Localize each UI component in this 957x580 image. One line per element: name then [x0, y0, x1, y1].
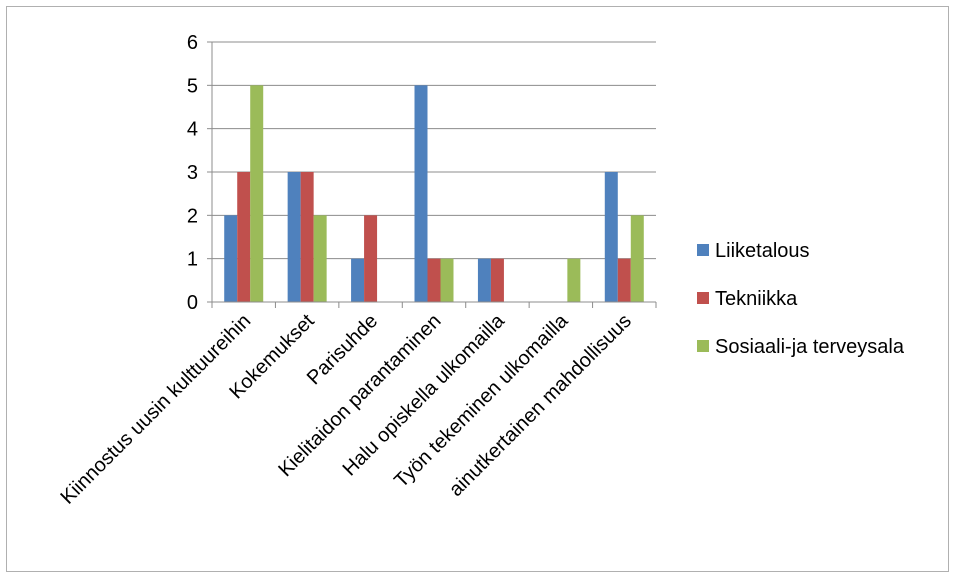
bar-3-4: [440, 258, 454, 302]
legend-label-2: Tekniikka: [715, 288, 798, 310]
bar-1-2: [287, 172, 301, 302]
x-category-label: Kiinnostus uusin kulttuureihin: [57, 310, 256, 509]
legend-swatch-2: [697, 292, 709, 304]
bar-2-4: [427, 258, 441, 302]
chart-frame: [6, 6, 949, 572]
y-tick-label: 1: [187, 249, 198, 271]
legend-swatch-1: [697, 244, 709, 256]
y-tick-label: 4: [187, 119, 198, 141]
y-tick-label: 6: [187, 32, 198, 54]
bar-3-2: [313, 215, 327, 302]
bar-3-7: [630, 215, 644, 302]
bar-1-3: [351, 258, 365, 302]
legend-label-3: Sosiaali-ja terveysala: [715, 336, 905, 358]
bar-3-1: [250, 85, 264, 302]
bar-2-3: [364, 215, 378, 302]
y-tick-label: 5: [187, 75, 198, 97]
bar-1-4: [414, 85, 428, 302]
y-tick-label: 3: [187, 162, 198, 184]
bar-2-5: [490, 258, 504, 302]
bar-1-5: [477, 258, 491, 302]
bar-1-1: [224, 215, 238, 302]
bar-2-2: [300, 172, 314, 302]
y-tick-label: 2: [187, 205, 198, 227]
bar-2-1: [237, 172, 251, 302]
bar-1-7: [604, 172, 618, 302]
legend-label-1: Liiketalous: [715, 240, 810, 262]
legend-swatch-3: [697, 340, 709, 352]
bar-3-6: [567, 258, 581, 302]
bar-2-7: [617, 258, 631, 302]
y-tick-label: 0: [187, 292, 198, 314]
